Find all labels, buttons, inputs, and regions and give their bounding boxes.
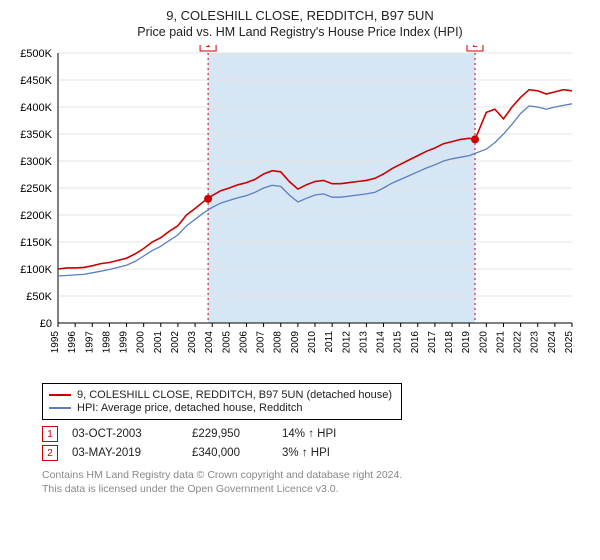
y-tick-label: £0 [40,318,52,330]
x-tick-label: 2019 [461,331,472,354]
y-tick-label: £100K [20,264,52,276]
sale-diff: 14% ↑ HPI [282,428,362,440]
x-tick-label: 2007 [256,331,267,354]
chart-container: £0 £50K £100K £150K £200K £250K £300K £350K £400… [12,45,588,375]
footer-line-2: This data is licensed under the Open Gov… [42,483,588,497]
legend-item: 9, COLESHILL CLOSE, REDDITCH, B97 5UN (d… [49,389,395,401]
x-tick-label: 2004 [204,331,215,354]
page: 9, COLESHILL CLOSE, REDDITCH, B97 5UN Pr… [0,0,600,560]
y-tick-label: £50K [26,291,52,303]
x-tick-label: 2011 [324,331,335,353]
line-chart: £0 £50K £100K £150K £200K £250K £300K £350K £400… [12,45,588,375]
x-tick-label: 2025 [564,331,575,354]
x-tick-label: 2008 [273,331,284,354]
marker-label: 2 [472,45,478,50]
sale-date: 03-OCT-2003 [72,428,192,440]
y-tick-label: £500K [20,48,52,60]
legend-box: 9, COLESHILL CLOSE, REDDITCH, B97 5UN (d… [42,383,402,420]
sale-marker: 2 [42,445,58,461]
x-tick-label: 2017 [427,331,438,354]
sale-row: 2 03-MAY-2019£340,0003% ↑ HPI [42,445,588,461]
y-tick-label: £200K [20,210,52,222]
y-tick-label: £350K [20,129,52,141]
legend-label: 9, COLESHILL CLOSE, REDDITCH, B97 5UN (d… [77,389,392,401]
y-tick-label: £300K [20,156,52,168]
x-tick-label: 1999 [119,331,130,354]
x-tick-label: 2022 [513,331,524,354]
x-tick-label: 1997 [84,331,95,354]
x-tick-label: 1998 [101,331,112,354]
x-tick-label: 2000 [136,331,147,354]
sale-marker: 1 [42,426,58,442]
legend-item: HPI: Average price, detached house, Redd… [49,402,395,414]
x-tick-label: 2005 [221,331,232,354]
x-tick-label: 2014 [376,331,387,354]
chart-titles: 9, COLESHILL CLOSE, REDDITCH, B97 5UN Pr… [12,8,588,39]
title-address: 9, COLESHILL CLOSE, REDDITCH, B97 5UN [12,8,588,23]
x-tick-label: 2006 [238,331,249,354]
x-tick-label: 2012 [341,331,352,354]
legend-swatch [49,394,71,396]
footer-line-1: Contains HM Land Registry data © Crown c… [42,469,588,483]
x-tick-label: 2021 [495,331,506,354]
x-tick-label: 2020 [478,331,489,354]
x-tick-label: 2003 [187,331,198,354]
x-tick-label: 2010 [307,331,318,354]
sale-date: 03-MAY-2019 [72,447,192,459]
marker-label: 1 [205,45,211,50]
x-tick-label: 1995 [50,331,61,354]
sale-diff: 3% ↑ HPI [282,447,362,459]
sales-table: 1 03-OCT-2003£229,95014% ↑ HPI 2 03-MAY-201… [42,426,588,461]
x-tick-label: 2018 [444,331,455,354]
x-tick-label: 2013 [358,331,369,354]
x-tick-label: 2002 [170,331,181,354]
sale-row: 1 03-OCT-2003£229,95014% ↑ HPI [42,426,588,442]
y-tick-label: £250K [20,183,52,195]
x-tick-label: 2023 [530,331,541,354]
y-tick-label: £150K [20,237,52,249]
x-tick-label: 2024 [547,331,558,354]
y-tick-label: £400K [20,102,52,114]
x-tick-label: 1996 [67,331,78,354]
title-subtitle: Price paid vs. HM Land Registry's House … [12,25,588,39]
legend-swatch [49,407,71,409]
x-tick-label: 2016 [410,331,421,354]
sale-price: £340,000 [192,447,282,459]
x-tick-label: 2015 [393,331,404,354]
sale-price: £229,950 [192,428,282,440]
legend-label: HPI: Average price, detached house, Redd… [77,402,302,414]
x-tick-label: 2009 [290,331,301,354]
y-tick-label: £450K [20,75,52,87]
footer-attribution: Contains HM Land Registry data © Crown c… [42,469,588,496]
x-tick-label: 2001 [153,331,164,354]
